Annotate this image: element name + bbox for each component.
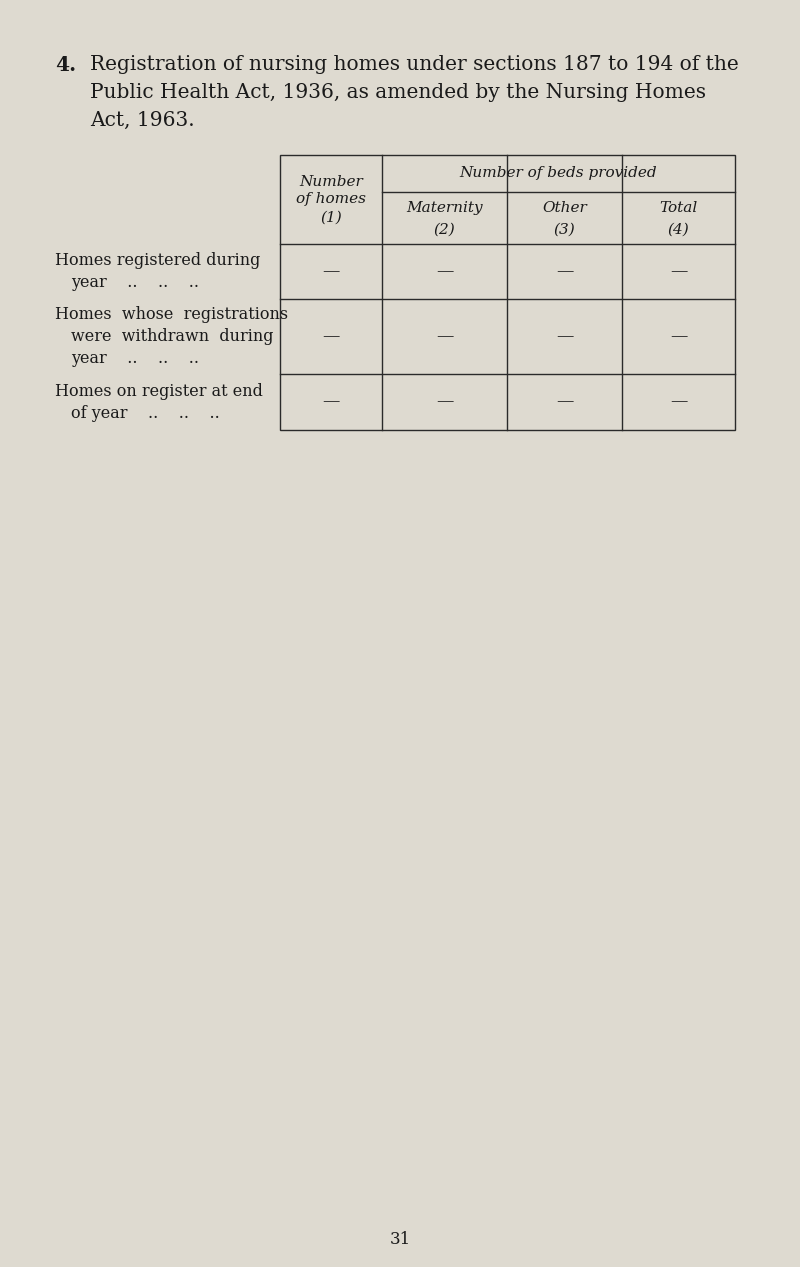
Text: —: — (436, 394, 453, 411)
Text: —: — (322, 328, 340, 345)
Text: Number of beds provided: Number of beds provided (460, 166, 658, 180)
Text: of homes: of homes (296, 193, 366, 207)
Text: year    ..    ..    ..: year .. .. .. (71, 350, 199, 367)
Text: Number: Number (299, 175, 363, 189)
Text: —: — (556, 394, 573, 411)
Text: Act, 1963.: Act, 1963. (90, 111, 194, 131)
Text: —: — (322, 264, 340, 280)
Text: —: — (436, 264, 453, 280)
Text: Homes registered during: Homes registered during (55, 252, 260, 269)
Text: (1): (1) (320, 210, 342, 224)
Text: 31: 31 (390, 1230, 410, 1248)
Text: —: — (670, 394, 687, 411)
Text: Total: Total (659, 201, 698, 215)
Text: —: — (436, 328, 453, 345)
Text: —: — (556, 328, 573, 345)
Text: —: — (670, 264, 687, 280)
Text: Public Health Act, 1936, as amended by the Nursing Homes: Public Health Act, 1936, as amended by t… (90, 84, 706, 103)
Text: (4): (4) (668, 223, 690, 237)
Text: Homes on register at end: Homes on register at end (55, 383, 263, 399)
Text: Registration of nursing homes under sections 187 to 194 of the: Registration of nursing homes under sect… (90, 54, 738, 73)
Text: Other: Other (542, 201, 587, 215)
Text: —: — (670, 328, 687, 345)
Text: 4.: 4. (55, 54, 76, 75)
Text: were  withdrawn  during: were withdrawn during (71, 328, 274, 345)
Text: (3): (3) (554, 223, 575, 237)
Text: Homes  whose  registrations: Homes whose registrations (55, 307, 288, 323)
Bar (280, 155, 735, 430)
Text: —: — (322, 394, 340, 411)
Text: —: — (556, 264, 573, 280)
Text: year    ..    ..    ..: year .. .. .. (71, 274, 199, 291)
Text: of year    ..    ..    ..: of year .. .. .. (71, 404, 220, 422)
Text: Maternity: Maternity (406, 201, 483, 215)
Text: (2): (2) (434, 223, 455, 237)
